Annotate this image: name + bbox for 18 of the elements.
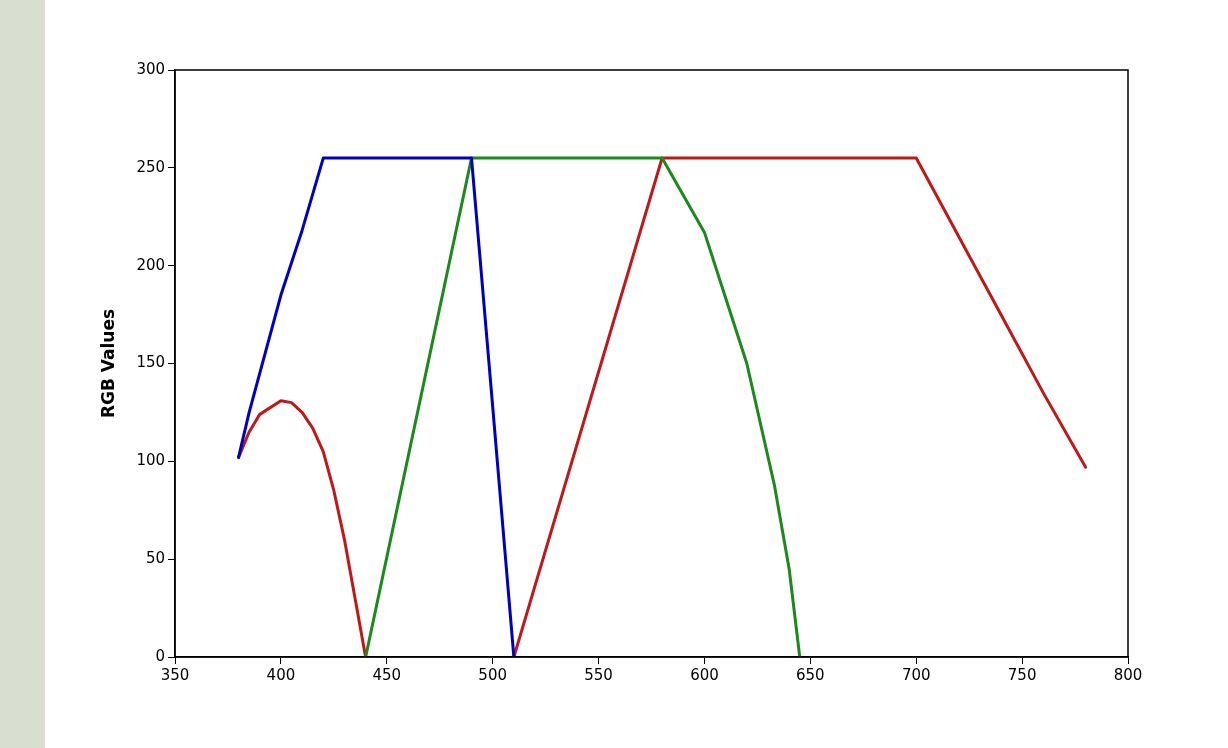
- y-tick-label: 250: [136, 157, 166, 176]
- y-tick-label: 0: [155, 646, 166, 665]
- x-tick-label: 500: [478, 665, 508, 684]
- x-tick-label: 350: [160, 665, 190, 684]
- y-axis-title: RGB Values: [97, 308, 118, 419]
- y-tick-label: 50: [145, 549, 166, 568]
- x-tick-label: 550: [584, 665, 613, 684]
- y-tick-label: 200: [136, 255, 166, 274]
- x-tick-label: 600: [690, 665, 719, 684]
- x-tick-label: 650: [796, 665, 825, 684]
- y-tick-label: 300: [136, 59, 166, 78]
- y-tick-label: 100: [136, 451, 166, 470]
- x-tick-label: 750: [1007, 665, 1037, 684]
- x-tick-label: 400: [266, 665, 296, 684]
- x-tick-label: 700: [901, 665, 931, 684]
- y-tick-label: 150: [136, 353, 166, 372]
- x-tick-label: 450: [372, 665, 402, 684]
- x-tick-label: 800: [1113, 665, 1143, 684]
